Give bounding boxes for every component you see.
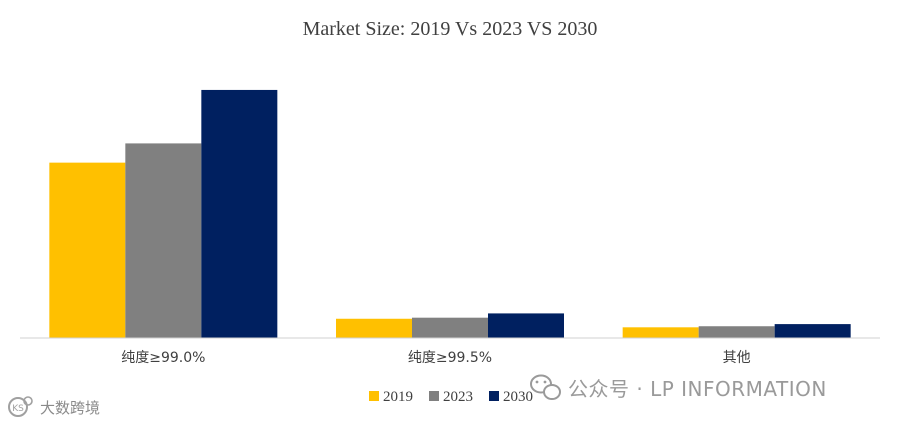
chart-title: Market Size: 2019 Vs 2023 VS 2030 [303,18,598,40]
x-tick-label: 纯度≥99.0% [121,350,205,366]
bar-2019-1 [336,318,412,338]
legend-label-2030: 2030 [503,389,533,405]
bar-2023-1 [412,317,488,338]
x-tick-labels: 纯度≥99.0% 纯度≥99.5% 其他 [121,350,750,366]
wechat-watermark: 公众号 · LP INFORMATION [530,374,827,401]
bar-2019-0 [49,162,126,338]
legend-swatch-2023 [429,391,439,401]
wechat-watermark-text: 公众号 · LP INFORMATION [568,377,827,401]
left-watermark: KS 大数跨境 [8,396,100,417]
x-tick-label: 纯度≥99.5% [408,350,492,366]
bar-2030-2 [774,324,851,338]
brand-logo-icon: KS [8,396,33,417]
left-watermark-text: 大数跨境 [40,399,100,417]
brand-logo-text: KS [12,404,24,414]
legend: 2019 2023 2030 [369,389,533,405]
bar-2019-2 [622,327,699,338]
bar-2030-1 [488,313,564,338]
bars-group [49,89,851,338]
bar-2030-0 [201,89,278,338]
x-tick-label: 其他 [723,350,751,366]
legend-swatch-2030 [489,391,499,401]
bar-2023-0 [125,143,202,338]
legend-label-2019: 2019 [383,389,413,405]
legend-swatch-2019 [369,391,379,401]
wechat-icon [530,374,561,400]
bar-2023-2 [698,326,775,338]
legend-label-2023: 2023 [443,389,473,405]
